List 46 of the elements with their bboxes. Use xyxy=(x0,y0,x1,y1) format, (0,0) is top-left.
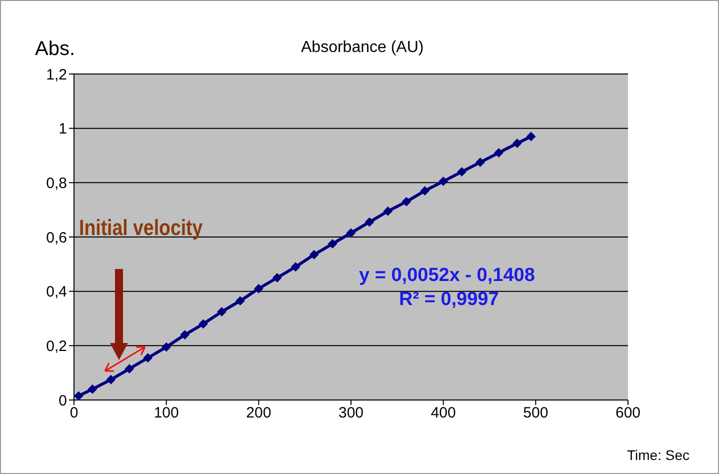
point xyxy=(198,319,208,328)
x-tick-label: 300 xyxy=(338,404,364,422)
y-tick-label: 1 xyxy=(58,120,67,138)
x-tick-label: 0 xyxy=(70,404,78,422)
point xyxy=(124,364,134,374)
point xyxy=(457,167,466,176)
point xyxy=(291,262,300,272)
point xyxy=(254,284,264,294)
x-tick-label: 600 xyxy=(615,404,641,422)
y-tick-label: 0,4 xyxy=(46,284,67,301)
point xyxy=(272,273,282,282)
x-axis-title: Time: Sec xyxy=(627,447,690,463)
point xyxy=(494,148,504,158)
point xyxy=(180,330,190,340)
point xyxy=(346,228,356,238)
point xyxy=(364,218,374,227)
y-tick-label: 1,2 xyxy=(46,66,67,84)
point xyxy=(143,353,152,362)
y-tick-label: 0,6 xyxy=(46,229,67,246)
point xyxy=(74,391,84,400)
y-tick-label: 0,2 xyxy=(46,338,67,355)
x-tick-label: 200 xyxy=(246,404,272,422)
y-axis-title: Abs. xyxy=(35,38,76,61)
annotation: y = 0,0052x - 0,1408 xyxy=(359,265,535,287)
point xyxy=(88,384,97,394)
point xyxy=(526,132,536,141)
point xyxy=(420,186,430,196)
x-tick-label: 100 xyxy=(154,404,179,422)
point xyxy=(217,307,226,316)
point xyxy=(476,158,485,167)
point xyxy=(328,239,338,248)
point xyxy=(438,176,448,186)
chart-title: Absorbance (AU) xyxy=(301,39,424,57)
point xyxy=(383,206,392,216)
point xyxy=(106,375,116,384)
y-tick-label: 0,8 xyxy=(46,174,67,192)
point xyxy=(310,250,319,260)
x-tick-label: 500 xyxy=(523,404,548,422)
x-tick-label: 400 xyxy=(430,404,456,422)
point xyxy=(512,138,522,148)
annotation: R² = 0,9997 xyxy=(399,289,499,311)
point xyxy=(236,296,245,306)
point xyxy=(162,342,171,352)
y-tick-label: 0 xyxy=(58,392,67,410)
annotation: Initial velocity xyxy=(79,215,203,241)
point xyxy=(402,197,411,206)
